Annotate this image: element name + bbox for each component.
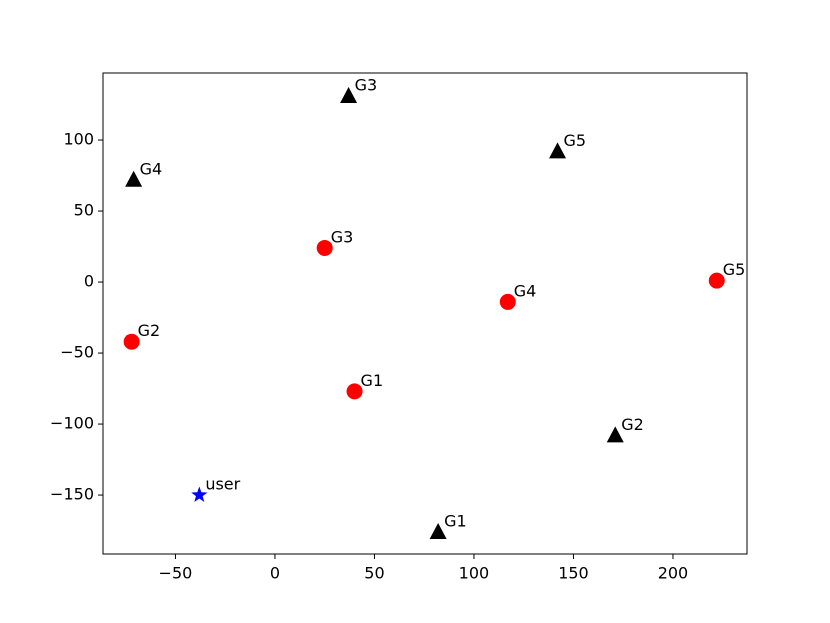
x-tick-label: 150: [558, 564, 589, 583]
point: [606, 426, 624, 443]
point-label: G4: [140, 159, 163, 178]
point: [429, 522, 447, 539]
point-label: G3: [331, 227, 354, 246]
point-label: G4: [514, 281, 537, 300]
point: [123, 333, 140, 350]
x-tick-label: 100: [459, 564, 490, 583]
y-tick-label: −50: [60, 343, 94, 362]
point: [125, 170, 143, 187]
point: [708, 272, 725, 289]
point-label: G1: [444, 511, 467, 530]
point-label: G1: [361, 371, 384, 390]
point: [346, 383, 363, 400]
y-tick-label: −150: [50, 485, 94, 504]
point: [499, 293, 516, 310]
y-tick-label: −100: [50, 414, 94, 433]
plot-frame: [102, 72, 748, 555]
point: [191, 486, 208, 502]
y-tick-label: 50: [74, 201, 94, 220]
x-tick-label: 0: [270, 564, 280, 583]
point-label: G2: [138, 321, 161, 340]
point: [316, 239, 333, 256]
point-label: G5: [564, 131, 587, 150]
point-label: G3: [355, 76, 378, 95]
x-tick-label: 50: [364, 564, 384, 583]
point: [549, 142, 567, 159]
y-tick-label: 100: [63, 130, 94, 149]
point-label: user: [205, 475, 240, 494]
point: [340, 87, 358, 104]
point-label: G2: [621, 415, 644, 434]
x-tick-label: −50: [159, 564, 193, 583]
y-tick-label: 0: [84, 272, 94, 291]
point-label: G5: [723, 260, 746, 279]
x-tick-label: 200: [658, 564, 689, 583]
